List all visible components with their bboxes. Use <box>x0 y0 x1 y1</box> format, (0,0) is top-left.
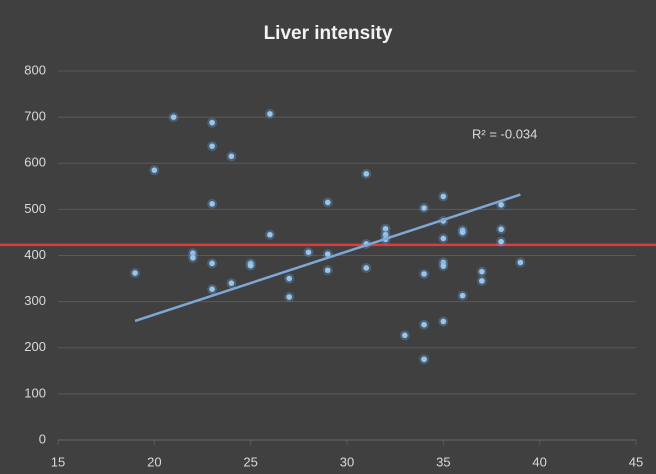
point <box>440 235 447 242</box>
point <box>228 280 235 286</box>
point <box>363 171 370 177</box>
y-tick-label: 300 <box>24 293 46 308</box>
y-tick-label: 400 <box>24 247 46 262</box>
point <box>421 356 427 363</box>
point <box>498 226 504 233</box>
point <box>190 250 196 256</box>
point <box>228 153 235 160</box>
x-tick-label: 25 <box>243 454 257 469</box>
point <box>479 278 485 284</box>
point <box>267 111 273 117</box>
y-tick-label: 500 <box>24 201 46 216</box>
point <box>382 225 389 232</box>
point <box>132 270 138 276</box>
trendline <box>134 193 521 323</box>
x-tick-label: 20 <box>147 454 161 469</box>
point <box>190 255 196 261</box>
point <box>151 167 158 173</box>
point <box>498 238 504 245</box>
y-tick-label: 600 <box>24 155 46 170</box>
y-tick-label: 700 <box>24 109 46 124</box>
point <box>324 199 331 206</box>
y-tick-label: 800 <box>24 62 46 77</box>
point <box>421 321 427 328</box>
point <box>209 201 215 207</box>
point <box>209 260 215 267</box>
point <box>421 205 427 211</box>
point <box>498 201 504 208</box>
y-tick-label: 100 <box>24 385 46 400</box>
y-tick-label: 200 <box>24 339 46 354</box>
point <box>209 286 215 292</box>
point <box>382 231 389 238</box>
point <box>209 119 215 126</box>
annotation: R² = -0.034 <box>472 126 537 141</box>
point <box>247 262 254 269</box>
point <box>170 114 177 120</box>
chart-title: Liver intensity <box>264 23 393 44</box>
x-tick-label: 30 <box>340 454 354 469</box>
point <box>440 263 447 269</box>
point <box>209 143 215 149</box>
point <box>459 292 466 299</box>
point <box>324 267 331 274</box>
point <box>479 268 485 275</box>
x-tick-label: 15 <box>51 454 65 469</box>
point <box>421 271 427 277</box>
x-tick-label: 45 <box>629 454 643 469</box>
point <box>305 249 312 256</box>
point <box>363 265 370 271</box>
point <box>459 229 466 236</box>
point <box>517 259 524 266</box>
point <box>324 251 331 257</box>
y-tick-label: 0 <box>39 431 46 446</box>
point <box>440 318 447 325</box>
point <box>267 231 273 238</box>
point <box>286 275 293 282</box>
point <box>440 193 447 200</box>
x-tick-label: 35 <box>436 454 450 469</box>
x-tick-label: 40 <box>532 454 546 469</box>
point <box>286 294 293 300</box>
point <box>402 332 408 339</box>
